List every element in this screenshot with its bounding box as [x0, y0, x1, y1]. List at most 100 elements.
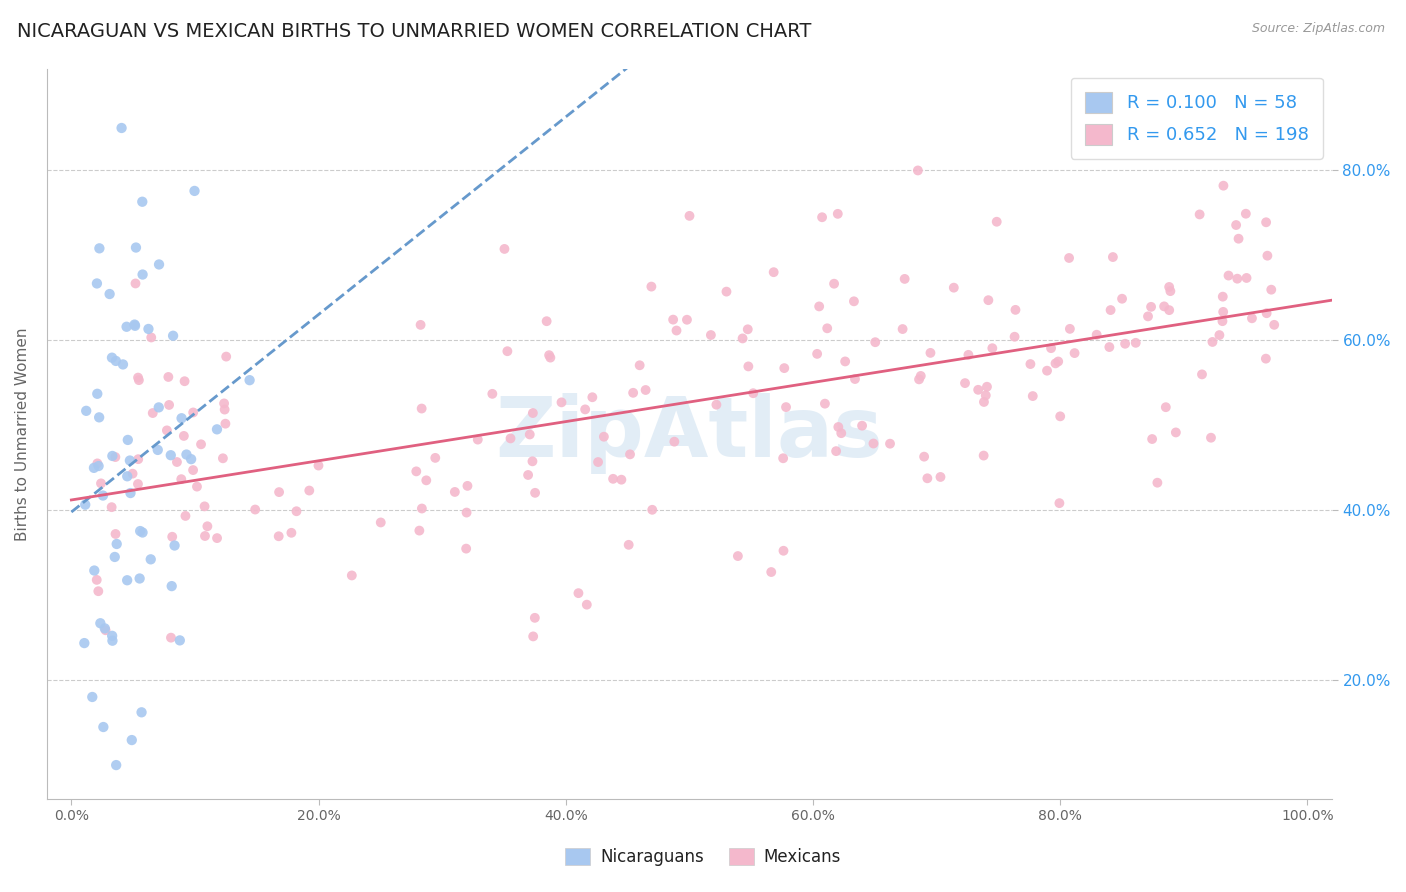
Point: [1063, 346, 1085, 360]
Point: [148, 401, 170, 415]
Point: [193, 500, 215, 514]
Point: [127, 370, 149, 384]
Point: [1098, 340, 1121, 354]
Point: [75, 498, 97, 512]
Point: [917, 471, 939, 485]
Point: [160, 631, 183, 645]
Point: [243, 502, 266, 516]
Point: [1036, 364, 1059, 378]
Point: [814, 397, 837, 411]
Point: [761, 565, 783, 579]
Point: [169, 633, 191, 648]
Point: [1102, 250, 1125, 264]
Point: [772, 451, 794, 466]
Point: [94, 624, 117, 638]
Point: [827, 207, 849, 221]
Point: [481, 387, 503, 401]
Point: [920, 346, 942, 360]
Point: [1085, 327, 1108, 342]
Point: [775, 400, 797, 414]
Point: [522, 629, 544, 643]
Point: [662, 312, 685, 326]
Point: [415, 473, 437, 487]
Point: [617, 538, 640, 552]
Point: [173, 429, 195, 443]
Point: [1254, 351, 1277, 366]
Point: [90, 476, 112, 491]
Point: [148, 257, 170, 271]
Point: [1256, 215, 1278, 229]
Point: [1211, 314, 1233, 328]
Point: [536, 314, 558, 328]
Point: [100, 500, 122, 515]
Point: [111, 358, 134, 372]
Point: [825, 444, 848, 458]
Point: [205, 531, 228, 545]
Point: [86, 277, 108, 291]
Point: [1188, 207, 1211, 221]
Point: [409, 318, 432, 332]
Point: [104, 549, 127, 564]
Point: [128, 373, 150, 387]
Point: [98, 287, 121, 301]
Point: [118, 453, 141, 467]
Point: [1111, 292, 1133, 306]
Point: [865, 335, 887, 350]
Point: [1256, 306, 1278, 320]
Point: [907, 163, 929, 178]
Point: [706, 398, 728, 412]
Point: [181, 463, 204, 477]
Point: [162, 328, 184, 343]
Point: [1260, 283, 1282, 297]
Point: [519, 427, 541, 442]
Point: [522, 406, 544, 420]
Point: [183, 184, 205, 198]
Point: [83, 461, 105, 475]
Point: [160, 579, 183, 593]
Point: [912, 450, 935, 464]
Point: [830, 426, 852, 441]
Point: [640, 279, 662, 293]
Point: [195, 519, 218, 533]
Point: [83, 564, 105, 578]
Point: [131, 268, 153, 282]
Point: [1040, 341, 1063, 355]
Point: [280, 525, 302, 540]
Point: [298, 483, 321, 498]
Point: [1256, 249, 1278, 263]
Point: [104, 527, 127, 541]
Point: [1022, 389, 1045, 403]
Point: [811, 211, 834, 225]
Point: [411, 401, 433, 416]
Point: [986, 215, 1008, 229]
Point: [93, 720, 115, 734]
Point: [1164, 425, 1187, 440]
Point: [215, 350, 238, 364]
Point: [456, 479, 478, 493]
Point: [893, 272, 915, 286]
Point: [87, 458, 110, 473]
Point: [1137, 310, 1160, 324]
Point: [104, 450, 127, 464]
Point: [823, 277, 845, 291]
Point: [86, 573, 108, 587]
Point: [700, 328, 723, 343]
Point: [157, 398, 180, 412]
Point: [538, 348, 561, 362]
Point: [1154, 400, 1177, 414]
Point: [285, 504, 308, 518]
Point: [73, 636, 96, 650]
Point: [190, 437, 212, 451]
Point: [408, 524, 430, 538]
Point: [524, 486, 547, 500]
Point: [127, 452, 149, 467]
Point: [121, 733, 143, 747]
Point: [499, 431, 522, 445]
Point: [159, 448, 181, 462]
Legend: Nicaraguans, Mexicans: Nicaraguans, Mexicans: [557, 840, 849, 875]
Point: [523, 611, 546, 625]
Point: [101, 629, 124, 643]
Point: [411, 501, 433, 516]
Point: [586, 455, 609, 469]
Point: [91, 489, 114, 503]
